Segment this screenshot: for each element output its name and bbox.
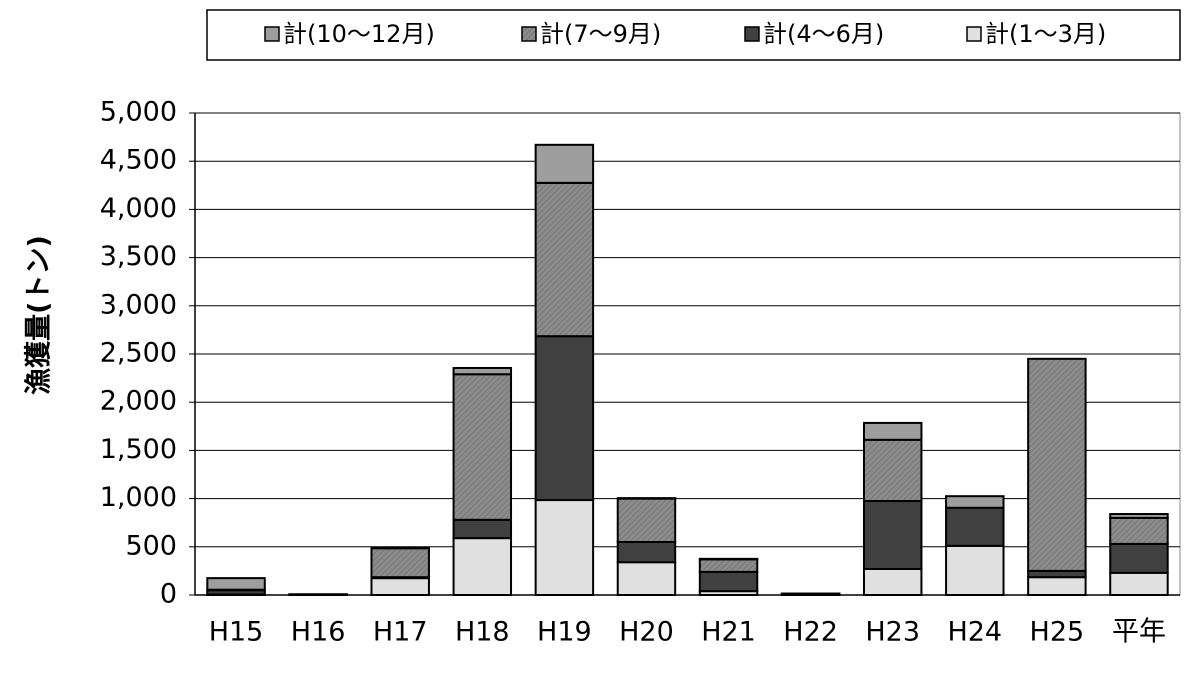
y-tick-label: 5,000 xyxy=(100,97,177,128)
bar-segment xyxy=(616,540,677,564)
x-tick-label: H22 xyxy=(783,617,838,648)
y-tick-label: 3,500 xyxy=(100,241,177,272)
bar-segment xyxy=(370,547,430,579)
x-tick-label: 平年 xyxy=(1112,617,1166,648)
legend-swatch xyxy=(966,26,982,42)
legend-label: 計(7～9月) xyxy=(540,20,661,48)
x-tick-label: H21 xyxy=(701,617,756,648)
y-tick-label: 2,000 xyxy=(100,386,177,417)
bar-segment xyxy=(452,373,513,521)
y-tick-label: 4,000 xyxy=(100,193,177,224)
bar-segment xyxy=(452,537,513,597)
bar-segment xyxy=(370,577,430,597)
y-tick-label: 3,000 xyxy=(100,289,177,320)
x-tick-label: H23 xyxy=(865,617,920,648)
legend-swatch xyxy=(264,26,280,42)
bar-segment xyxy=(698,558,759,573)
legend-label: 計(4～6月) xyxy=(763,20,884,48)
bar-segment xyxy=(452,518,513,540)
x-tick-label: H16 xyxy=(291,617,346,648)
x-tick-label: H20 xyxy=(619,617,674,648)
y-tick-label: 4,500 xyxy=(100,145,177,176)
y-tick-label: 1,500 xyxy=(100,434,177,465)
bar-segment xyxy=(945,495,1005,509)
legend-label: 計(1～3月) xyxy=(985,20,1106,48)
legend-label: 計(10～12月) xyxy=(283,20,435,48)
bar-segment xyxy=(1027,576,1087,597)
bar-segment xyxy=(862,421,923,441)
x-tick-label: H24 xyxy=(947,617,1002,648)
y-tick-label: 0 xyxy=(160,579,177,610)
bar-segment xyxy=(206,577,266,591)
x-tick-label: H17 xyxy=(373,617,428,648)
legend-box xyxy=(206,9,1181,61)
x-tick-label: H19 xyxy=(537,617,592,648)
bar-segment xyxy=(698,570,759,593)
bar-segment xyxy=(534,181,595,338)
bar-segment xyxy=(452,366,513,376)
y-axis-label: 漁獲量(トン) xyxy=(24,235,55,395)
legend-swatch xyxy=(521,26,537,42)
bar-segment xyxy=(534,335,595,502)
legend-swatch xyxy=(744,26,760,42)
bar-segment xyxy=(1109,571,1169,597)
bar-segment xyxy=(945,506,1005,547)
y-tick-label: 1,000 xyxy=(100,482,177,513)
bar-segment xyxy=(945,544,1005,596)
y-tick-label: 500 xyxy=(125,530,177,561)
bar-segment xyxy=(1027,357,1087,572)
x-tick-label: H15 xyxy=(209,617,264,648)
x-tick-label: H18 xyxy=(455,617,510,648)
y-tick-label: 2,500 xyxy=(100,338,177,369)
bar-segment xyxy=(1109,542,1169,574)
bar-segment xyxy=(1109,513,1169,519)
bar-segment xyxy=(1109,516,1169,545)
bar-segment xyxy=(534,143,595,184)
bar-segment xyxy=(862,567,923,596)
bar-segment xyxy=(862,438,923,503)
bar-segment xyxy=(616,497,677,543)
bar-segment xyxy=(862,500,923,570)
bar-segment xyxy=(616,561,677,596)
bar-segment xyxy=(534,499,595,596)
x-tick-label: H25 xyxy=(1030,617,1085,648)
